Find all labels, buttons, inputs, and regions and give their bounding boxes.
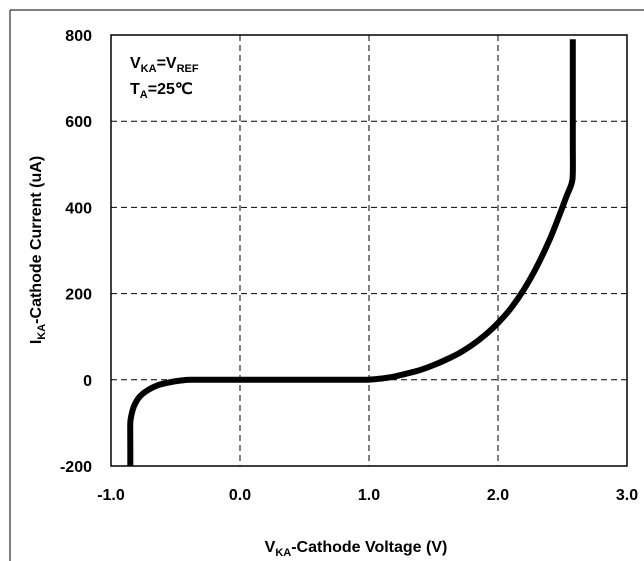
y-tick-label: 600 <box>65 114 92 131</box>
y-tick-label: 400 <box>65 200 92 217</box>
annotation-temperature: TA=25℃ <box>130 81 193 101</box>
annotation-vka-vref: VKA=VREF <box>130 55 199 75</box>
x-tick-label: 2.0 <box>487 487 509 504</box>
grid-lines <box>111 35 627 466</box>
plot-area-border <box>110 34 628 467</box>
y-tick-labels: -200 0 200 400 600 800 <box>60 28 92 476</box>
x-tick-label: 0.0 <box>229 487 251 504</box>
y-tick-label: 800 <box>65 28 92 45</box>
x-tick-label: 3.0 <box>616 487 638 504</box>
y-tick-label: 0 <box>83 373 92 390</box>
x-tick-label: 1.0 <box>358 487 380 504</box>
series-line <box>127 39 576 467</box>
y-axis-title: IKA-Cathode Current (uA) <box>28 156 48 344</box>
y-tick-label: 200 <box>65 287 92 304</box>
outer-frame-lines <box>9 9 644 561</box>
x-tick-labels: -1.0 0.0 1.0 2.0 3.0 <box>97 487 638 504</box>
y-tick-label: -200 <box>60 459 92 476</box>
x-tick-label: -1.0 <box>97 487 125 504</box>
x-axis-title: VKA-Cathode Voltage (V) <box>265 539 448 559</box>
